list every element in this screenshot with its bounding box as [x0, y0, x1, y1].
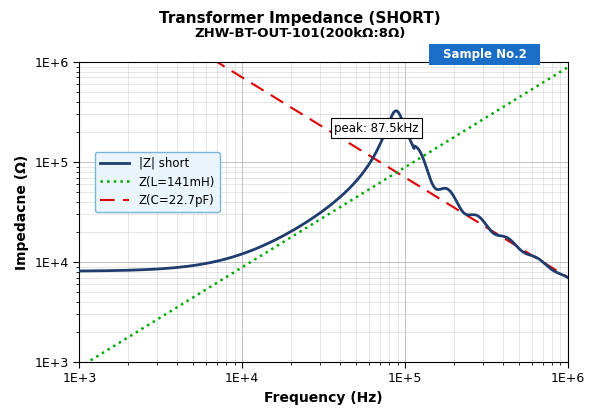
Line: Z(C=22.7pF): Z(C=22.7pF): [79, 0, 568, 278]
|Z| short: [369, 156, 376, 161]
|Z| short: [164, 266, 172, 271]
Text: Transformer Impedance (SHORT): Transformer Impedance (SHORT): [159, 10, 441, 26]
|Z| short: [262, 242, 269, 247]
Z(C=22.7pF): [262, 89, 269, 94]
|Z| short: [564, 275, 571, 280]
|Z| short: [440, 186, 448, 191]
Z(L=141mH): [76, 365, 83, 370]
|Z| short: [478, 216, 485, 221]
Z(C=22.7pF): [564, 275, 571, 280]
Text: peak: 87.5kHz: peak: 87.5kHz: [334, 121, 419, 135]
Z(L=141mH): [369, 185, 376, 190]
Z(C=22.7pF): [478, 222, 485, 227]
|Z| short: [394, 109, 401, 114]
Z(C=22.7pF): [369, 155, 376, 160]
Z(C=22.7pF): [164, 29, 172, 34]
Text: Sample No.2: Sample No.2: [443, 48, 526, 61]
Z(L=141mH): [262, 250, 269, 255]
|Z| short: [76, 268, 83, 273]
Line: Z(L=141mH): Z(L=141mH): [79, 67, 568, 367]
Z(C=22.7pF): [394, 170, 401, 175]
|Z| short: [392, 108, 400, 113]
Line: |Z| short: |Z| short: [79, 111, 568, 278]
Z(L=141mH): [478, 118, 485, 123]
Legend: |Z| short, Z(L=141mH), Z(C=22.7pF): |Z| short, Z(L=141mH), Z(C=22.7pF): [95, 152, 220, 212]
Text: ZHW-BT-OUT-101(200kΩ:8Ω): ZHW-BT-OUT-101(200kΩ:8Ω): [194, 27, 406, 40]
Z(L=141mH): [440, 141, 448, 146]
Y-axis label: Impedacne (Ω): Impedacne (Ω): [15, 155, 29, 270]
Z(L=141mH): [394, 170, 401, 175]
X-axis label: Frequency (Hz): Frequency (Hz): [264, 391, 383, 405]
Z(C=22.7pF): [440, 199, 448, 204]
Z(L=141mH): [164, 310, 172, 315]
Z(L=141mH): [564, 65, 571, 70]
